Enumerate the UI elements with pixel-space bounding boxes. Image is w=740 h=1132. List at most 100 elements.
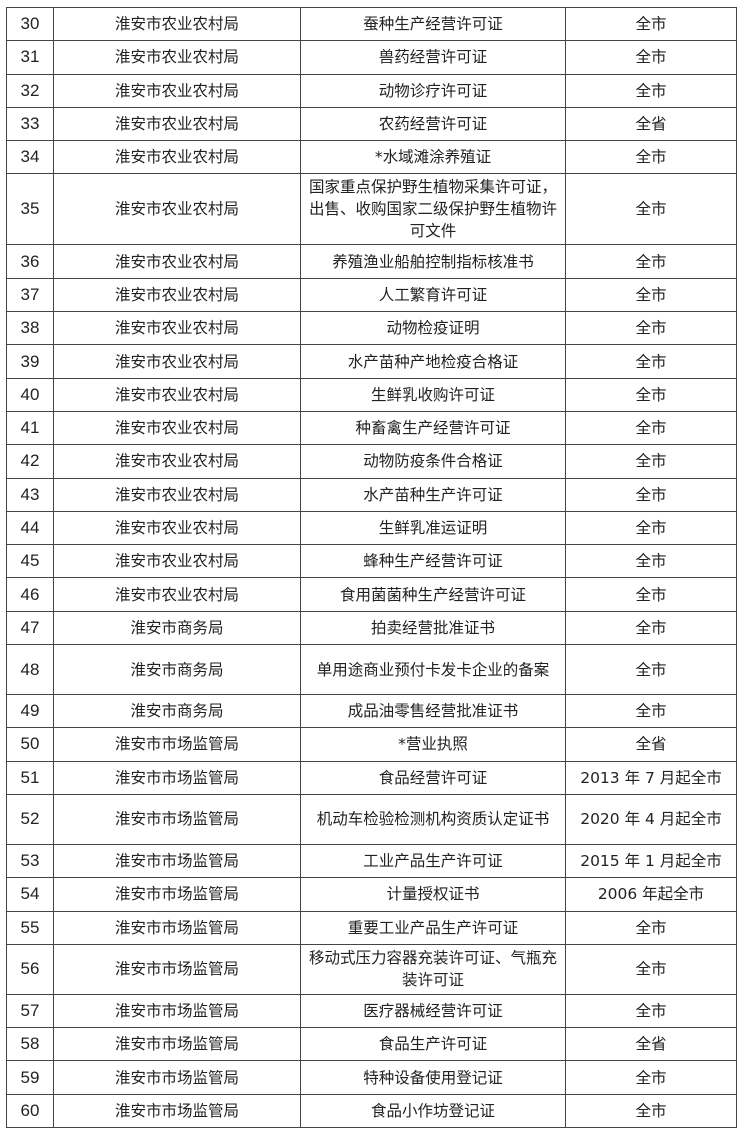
department-cell: 淮安市商务局 bbox=[53, 610, 301, 646]
row-number: 52 bbox=[6, 793, 54, 845]
department-cell: 淮安市农业农村局 bbox=[53, 244, 301, 279]
license-name-cell: 生鲜乳准运证明 bbox=[300, 510, 566, 546]
license-name-cell: 动物防疫条件合格证 bbox=[300, 444, 566, 479]
row-number: 41 bbox=[6, 410, 54, 446]
department-cell: 淮安市市场监管局 bbox=[53, 1060, 301, 1095]
row-number: 57 bbox=[6, 993, 54, 1029]
license-name-cell: 机动车检验检测机构资质认定证书 bbox=[300, 793, 566, 845]
row-number: 51 bbox=[6, 760, 54, 795]
scope-cell: 全市 bbox=[565, 477, 737, 512]
scope-cell: 全市 bbox=[565, 577, 737, 612]
row-number: 44 bbox=[6, 510, 54, 546]
scope-cell: 全省 bbox=[565, 727, 737, 762]
table-row: 58 淮安市市场监管局 食品生产许可证 全省 bbox=[6, 1027, 737, 1062]
license-name-cell: *营业执照 bbox=[300, 727, 566, 762]
table-row: 31 淮安市农业农村局 兽药经营许可证 全市 bbox=[6, 40, 737, 75]
department-cell: 淮安市商务局 bbox=[53, 644, 301, 696]
table-row: 54 淮安市市场监管局 计量授权证书 2006 年起全市 bbox=[6, 877, 737, 912]
department-cell: 淮安市农业农村局 bbox=[53, 377, 301, 412]
row-number: 43 bbox=[6, 477, 54, 512]
row-number: 39 bbox=[6, 344, 54, 379]
scope-cell: 2013 年 7 月起全市 bbox=[565, 760, 737, 795]
table-row: 40 淮安市农业农村局 生鲜乳收购许可证 全市 bbox=[6, 377, 737, 412]
row-number: 55 bbox=[6, 910, 54, 945]
scope-cell: 全市 bbox=[565, 910, 737, 945]
scope-cell: 全市 bbox=[565, 344, 737, 379]
department-cell: 淮安市农业农村局 bbox=[53, 344, 301, 379]
table-row: 55 淮安市市场监管局 重要工业产品生产许可证 全市 bbox=[6, 910, 737, 945]
license-name-cell: 人工繁育许可证 bbox=[300, 277, 566, 313]
scope-cell: 全市 bbox=[565, 444, 737, 479]
department-cell: 淮安市市场监管局 bbox=[53, 760, 301, 795]
license-name-cell: 拍卖经营批准证书 bbox=[300, 610, 566, 646]
row-number: 37 bbox=[6, 277, 54, 313]
row-number: 42 bbox=[6, 444, 54, 479]
table-row: 42 淮安市农业农村局 动物防疫条件合格证 全市 bbox=[6, 444, 737, 479]
license-name-cell: 移动式压力容器充装许可证、气瓶充装许可证 bbox=[300, 943, 566, 995]
table-row: 36 淮安市农业农村局 养殖渔业船舶控制指标核准书 全市 bbox=[6, 244, 737, 279]
license-name-cell: 重要工业产品生产许可证 bbox=[300, 910, 566, 945]
department-cell: 淮安市市场监管局 bbox=[53, 1093, 301, 1129]
table-row: 30 淮安市农业农村局 蚕种生产经营许可证 全市 bbox=[6, 6, 737, 42]
license-name-cell: 蜂种生产经营许可证 bbox=[300, 544, 566, 579]
license-name-cell: 种畜禽生产经营许可证 bbox=[300, 410, 566, 446]
department-cell: 淮安市农业农村局 bbox=[53, 410, 301, 446]
row-number: 49 bbox=[6, 694, 54, 729]
row-number: 32 bbox=[6, 73, 54, 108]
scope-cell: 全市 bbox=[565, 140, 737, 175]
row-number: 54 bbox=[6, 877, 54, 912]
department-cell: 淮安市市场监管局 bbox=[53, 727, 301, 762]
license-name-cell: 食用菌菌种生产经营许可证 bbox=[300, 577, 566, 612]
scope-cell: 全市 bbox=[565, 1093, 737, 1129]
department-cell: 淮安市农业农村局 bbox=[53, 444, 301, 479]
row-number: 53 bbox=[6, 843, 54, 879]
license-name-cell: 工业产品生产许可证 bbox=[300, 843, 566, 879]
license-name-cell: 成品油零售经营批准证书 bbox=[300, 694, 566, 729]
license-name-cell: 动物检疫证明 bbox=[300, 311, 566, 346]
scope-cell: 全市 bbox=[565, 6, 737, 42]
table-row: 52 淮安市市场监管局 机动车检验检测机构资质认定证书 2020 年 4 月起全市 bbox=[6, 793, 737, 845]
department-cell: 淮安市农业农村局 bbox=[53, 40, 301, 75]
scope-cell: 全市 bbox=[565, 73, 737, 108]
license-name-cell: 动物诊疗许可证 bbox=[300, 73, 566, 108]
table-row: 56 淮安市市场监管局 移动式压力容器充装许可证、气瓶充装许可证 全市 bbox=[6, 943, 737, 995]
table-row: 35 淮安市农业农村局 国家重点保护野生植物采集许可证，出售、收购国家二级保护野生植… bbox=[6, 173, 737, 246]
table-row: 51 淮安市市场监管局 食品经营许可证 2013 年 7 月起全市 bbox=[6, 760, 737, 795]
license-name-cell: 兽药经营许可证 bbox=[300, 40, 566, 75]
row-number: 30 bbox=[6, 6, 54, 42]
license-name-cell: 农药经营许可证 bbox=[300, 106, 566, 142]
scope-cell: 全市 bbox=[565, 40, 737, 75]
license-name-cell: *水域滩涂养殖证 bbox=[300, 140, 566, 175]
department-cell: 淮安市市场监管局 bbox=[53, 943, 301, 995]
department-cell: 淮安市市场监管局 bbox=[53, 877, 301, 912]
scope-cell: 2020 年 4 月起全市 bbox=[565, 793, 737, 845]
license-table: 30 淮安市农业农村局 蚕种生产经营许可证 全市 31 淮安市农业农村局 兽药经营许可证 全市… bbox=[6, 6, 737, 1129]
department-cell: 淮安市市场监管局 bbox=[53, 793, 301, 845]
license-name-cell: 水产苗种生产许可证 bbox=[300, 477, 566, 512]
row-number: 60 bbox=[6, 1093, 54, 1129]
department-cell: 淮安市市场监管局 bbox=[53, 993, 301, 1029]
license-name-cell: 医疗器械经营许可证 bbox=[300, 993, 566, 1029]
table-row: 60 淮安市市场监管局 食品小作坊登记证 全市 bbox=[6, 1093, 737, 1129]
department-cell: 淮安市农业农村局 bbox=[53, 477, 301, 512]
license-name-cell: 食品小作坊登记证 bbox=[300, 1093, 566, 1129]
table-row: 59 淮安市市场监管局 特种设备使用登记证 全市 bbox=[6, 1060, 737, 1095]
table-row: 44 淮安市农业农村局 生鲜乳准运证明 全市 bbox=[6, 510, 737, 546]
row-number: 33 bbox=[6, 106, 54, 142]
department-cell: 淮安市农业农村局 bbox=[53, 173, 301, 246]
license-name-cell: 计量授权证书 bbox=[300, 877, 566, 912]
scope-cell: 全市 bbox=[565, 244, 737, 279]
table-row: 57 淮安市市场监管局 医疗器械经营许可证 全市 bbox=[6, 993, 737, 1029]
row-number: 46 bbox=[6, 577, 54, 612]
table-row: 32 淮安市农业农村局 动物诊疗许可证 全市 bbox=[6, 73, 737, 108]
table-row: 49 淮安市商务局 成品油零售经营批准证书 全市 bbox=[6, 694, 737, 729]
scope-cell: 全市 bbox=[565, 993, 737, 1029]
table-body: 30 淮安市农业农村局 蚕种生产经营许可证 全市 31 淮安市农业农村局 兽药经营许可证 全市… bbox=[6, 6, 737, 1129]
department-cell: 淮安市农业农村局 bbox=[53, 277, 301, 313]
table-row: 34 淮安市农业农村局 *水域滩涂养殖证 全市 bbox=[6, 140, 737, 175]
license-name-cell: 特种设备使用登记证 bbox=[300, 1060, 566, 1095]
license-name-cell: 食品经营许可证 bbox=[300, 760, 566, 795]
scope-cell: 全市 bbox=[565, 544, 737, 579]
scope-cell: 全市 bbox=[565, 943, 737, 995]
table-row: 45 淮安市农业农村局 蜂种生产经营许可证 全市 bbox=[6, 544, 737, 579]
